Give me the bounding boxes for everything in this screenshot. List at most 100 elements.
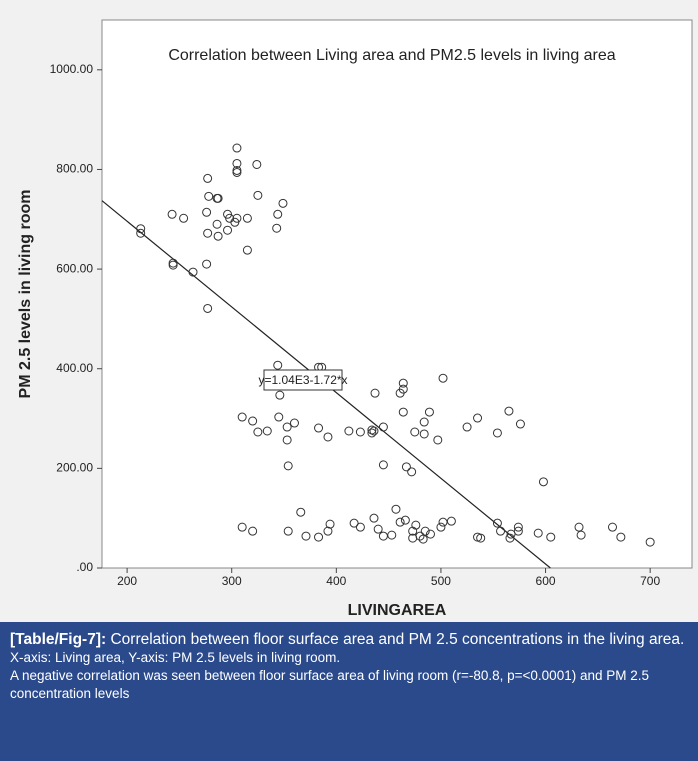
point <box>301 531 311 541</box>
point <box>283 526 293 536</box>
point <box>179 213 189 223</box>
point <box>355 522 365 532</box>
point <box>436 522 446 532</box>
point <box>415 531 425 541</box>
point <box>370 388 380 398</box>
point <box>496 526 506 536</box>
point <box>323 526 333 536</box>
y-tick-label: 600.00 <box>56 261 93 275</box>
x-tick-label: 400 <box>326 574 346 588</box>
point <box>420 526 430 536</box>
point <box>278 198 288 208</box>
x-axis-title: LIVINGAREA <box>348 602 447 619</box>
point <box>438 373 448 383</box>
point <box>367 428 377 438</box>
caption: [Table/Fig-7]: Correlation between floor… <box>0 622 698 761</box>
point <box>230 217 240 227</box>
x-tick-label: 700 <box>640 574 660 588</box>
y-tick-label: 400.00 <box>56 361 93 375</box>
point <box>314 423 324 433</box>
point <box>136 224 146 234</box>
point <box>188 267 198 277</box>
point <box>242 213 252 223</box>
point <box>212 219 222 229</box>
point <box>232 167 242 177</box>
point <box>476 533 486 543</box>
point <box>289 418 299 428</box>
point <box>282 435 292 445</box>
point <box>395 388 405 398</box>
point <box>616 532 626 542</box>
point <box>410 427 420 437</box>
point <box>232 158 242 168</box>
point <box>395 517 405 527</box>
point <box>407 467 417 477</box>
point <box>344 426 354 436</box>
point <box>274 412 284 422</box>
point <box>411 520 421 530</box>
x-tick-label: 300 <box>222 574 242 588</box>
point <box>400 515 410 525</box>
point <box>401 462 411 472</box>
annotation: y=1.04E3-1.72*x <box>258 373 347 387</box>
point <box>273 360 283 370</box>
chart-title: Correlation between Living area and PM2.… <box>168 47 615 64</box>
point <box>546 532 556 542</box>
point <box>203 228 213 238</box>
point <box>355 427 365 437</box>
point <box>513 522 523 532</box>
point <box>378 460 388 470</box>
point <box>296 507 306 517</box>
point <box>419 429 429 439</box>
point <box>492 518 502 528</box>
caption-note: X-axis: Living area, Y-axis: PM 2.5 leve… <box>10 650 341 665</box>
point <box>515 419 525 429</box>
point <box>253 427 263 437</box>
point <box>367 425 377 435</box>
point <box>248 416 258 426</box>
x-tick-label: 500 <box>431 574 451 588</box>
point <box>213 193 223 203</box>
x-tick-label: 200 <box>117 574 137 588</box>
point <box>204 191 214 201</box>
point <box>223 225 233 235</box>
point <box>262 426 272 436</box>
point <box>349 518 359 528</box>
point <box>136 228 146 238</box>
point <box>387 530 397 540</box>
annotation-box <box>263 369 343 391</box>
y-tick-label: 200.00 <box>56 461 93 475</box>
point <box>282 422 292 432</box>
chart: Correlation between Living area and PM2.… <box>17 19 693 619</box>
point <box>378 422 388 432</box>
point <box>462 422 472 432</box>
caption-label: [Table/Fig-7]: <box>10 631 107 648</box>
point <box>253 190 263 200</box>
point <box>323 432 333 442</box>
point <box>237 412 247 422</box>
point <box>391 504 401 514</box>
point <box>645 537 655 547</box>
point <box>424 407 434 417</box>
point <box>425 529 435 539</box>
point <box>242 245 252 255</box>
y-tick-label: 800.00 <box>56 162 93 176</box>
plot-area <box>101 19 693 569</box>
point <box>202 259 212 269</box>
point <box>203 303 213 313</box>
point <box>213 231 223 241</box>
point <box>513 526 523 536</box>
point <box>232 143 242 153</box>
point <box>369 513 379 523</box>
point <box>237 522 247 532</box>
point <box>576 530 586 540</box>
point <box>492 428 502 438</box>
y-tick-label: .00 <box>76 560 93 574</box>
y-tick-label: 1000.00 <box>50 62 94 76</box>
point <box>473 413 483 423</box>
caption-note: A negative correlation was seen between … <box>10 668 649 701</box>
point <box>369 426 379 436</box>
point <box>607 522 617 532</box>
point <box>398 378 408 388</box>
